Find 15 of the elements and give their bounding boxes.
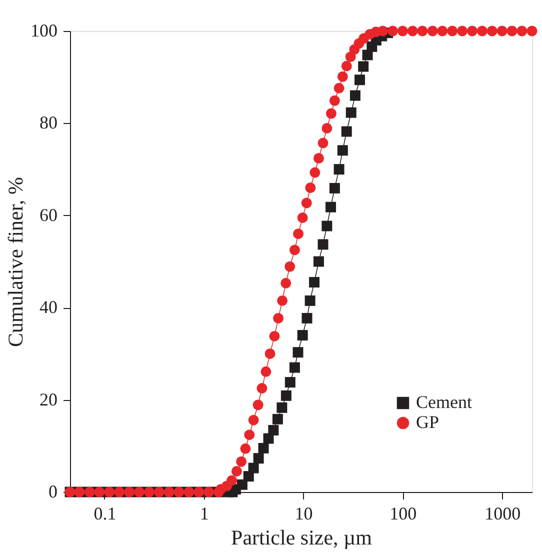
- x-tick-label: 0.1: [94, 504, 116, 524]
- x-axis-title: Particle size, µm: [231, 526, 372, 550]
- y-tick-label: 0: [48, 482, 58, 502]
- x-tick-label: 1: [200, 504, 209, 524]
- y-tick-label: 80: [40, 112, 58, 133]
- legend-label: Cement: [416, 392, 472, 412]
- x-tick-label: 100: [390, 504, 417, 524]
- y-tick-label: 40: [40, 297, 58, 318]
- x-tick-label: 1000: [484, 504, 521, 524]
- y-tick-label: 100: [30, 20, 58, 40]
- legend-label: GP: [416, 412, 440, 432]
- y-tick-label: 60: [40, 204, 58, 225]
- y-tick-label: 20: [40, 389, 58, 410]
- y-axis-title: Cumulative finer, %: [4, 176, 28, 348]
- x-tick-label: 10: [294, 504, 313, 524]
